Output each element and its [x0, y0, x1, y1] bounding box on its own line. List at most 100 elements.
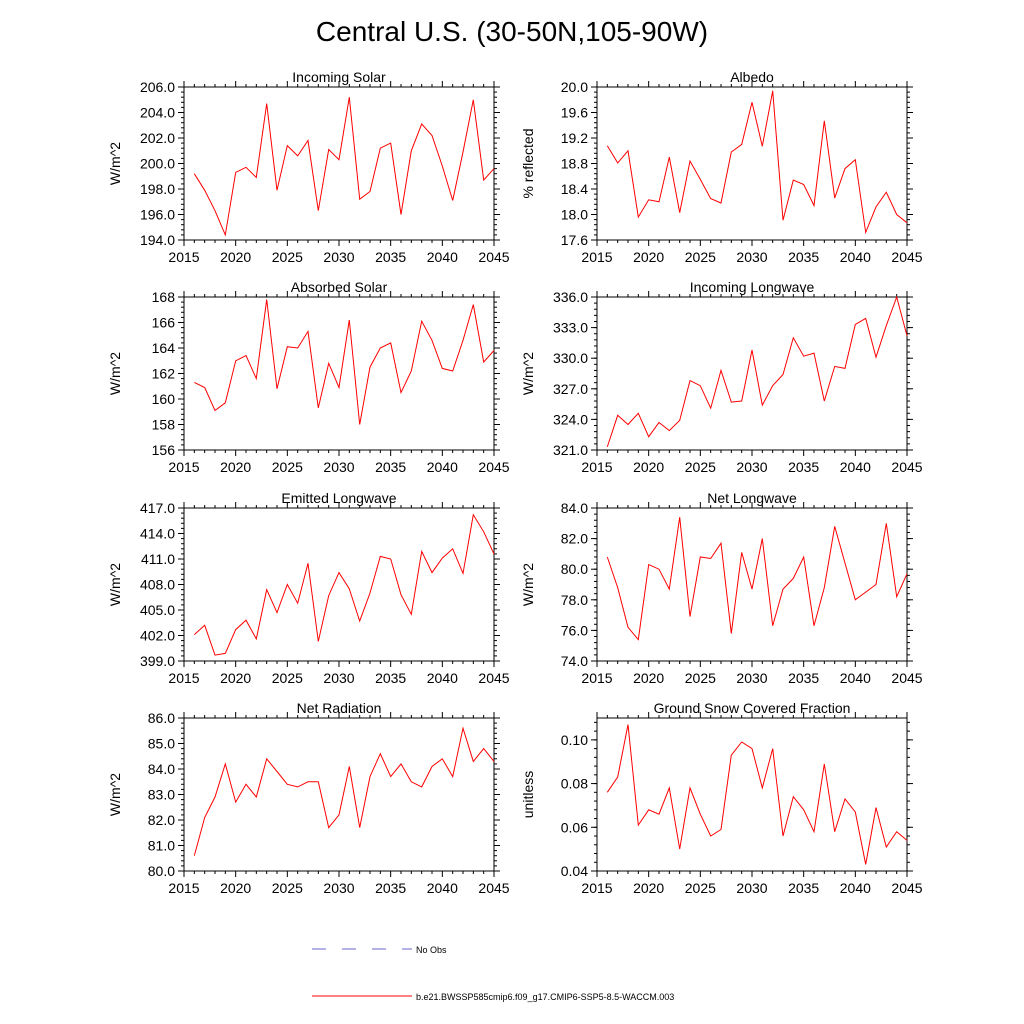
plot-frame [183, 296, 495, 451]
x-tick-label: 2025 [272, 880, 303, 896]
plot-frame [596, 507, 908, 662]
legend: No Obs b.e21.BWSSP585cmip6.f09_g17.CMIP6… [312, 945, 674, 1002]
y-tick-label: 166 [152, 315, 176, 331]
y-tick-label: 202.0 [140, 130, 175, 146]
y-tick-label: 19.6 [561, 105, 588, 121]
series-line [194, 299, 495, 425]
y-tick-label: 200.0 [140, 156, 175, 172]
y-tick-label: 78.0 [561, 592, 588, 608]
y-tick-label: 336.0 [553, 289, 588, 305]
y-tick-label: 76.0 [561, 622, 588, 638]
series-line [606, 517, 908, 641]
x-tick-label: 2020 [633, 249, 664, 265]
y-tick-label: 196.0 [140, 207, 175, 223]
y-tick-label: 156 [152, 442, 176, 458]
chart-title: Emitted Longwave [281, 490, 396, 506]
y-tick-label: 168 [152, 289, 176, 305]
plot-frame [183, 507, 495, 662]
y-tick-label: 405.0 [140, 602, 175, 618]
x-tick-label: 2030 [736, 670, 767, 686]
chart-net-radiation: Net Radiation W/m^2 80.0 81.0 82.0 83.0 84.0 85… [107, 700, 510, 896]
series-line [606, 724, 908, 865]
series-line [606, 90, 908, 235]
plot-frame [183, 86, 495, 241]
y-tick-label: 402.0 [140, 628, 175, 644]
y-tick-label: 84.0 [148, 761, 175, 777]
x-tick-label: 2030 [736, 459, 767, 475]
chart-ground-snow-covered-fraction: Ground Snow Covered Fraction unitless 0.04… [520, 700, 923, 896]
y-tick-label: 204.0 [140, 105, 175, 121]
y-tick-label: 80.0 [148, 863, 175, 879]
x-tick-label: 2040 [840, 880, 871, 896]
y-tick-label: 84.0 [561, 500, 588, 516]
x-tick-label: 2035 [788, 880, 819, 896]
x-tick-label: 2015 [581, 880, 612, 896]
x-tick-label: 2015 [168, 249, 199, 265]
plot-frame [183, 717, 495, 872]
y-tick-label: 158 [152, 417, 176, 433]
y-tick-label: 19.2 [561, 130, 588, 146]
x-tick-label: 2045 [891, 880, 922, 896]
chart-net-longwave: Net Longwave W/m^2 74.0 76.0 78.0 80.0 82.0 84.… [520, 490, 923, 686]
x-tick-label: 2035 [788, 670, 819, 686]
x-tick-label: 2025 [685, 670, 716, 686]
y-tick-label: 20.0 [561, 79, 588, 95]
x-tick-label: 2035 [375, 249, 406, 265]
x-tick-label: 2045 [478, 249, 509, 265]
y-tick-label: 74.0 [561, 653, 588, 669]
y-tick-label: 86.0 [148, 710, 175, 726]
y-tick-label: 162 [152, 366, 176, 382]
y-axis-label: W/m^2 [107, 563, 123, 606]
chart-title: Net Radiation [297, 700, 382, 716]
chart-albedo: Albedo % reflected 17.6 18.0 18.4 18.8 19.2 19.… [520, 69, 923, 265]
y-tick-label: 82.0 [561, 531, 588, 547]
x-tick-label: 2020 [220, 249, 251, 265]
y-axis-label: % reflected [520, 128, 536, 198]
x-tick-label: 2030 [323, 880, 354, 896]
x-tick-label: 2015 [168, 459, 199, 475]
chart-absorbed-solar: Absorbed Solar W/m^2 156 158 160 162 164 166 168… [107, 279, 510, 475]
y-tick-label: 82.0 [148, 812, 175, 828]
y-tick-label: 0.10 [561, 732, 588, 748]
y-tick-label: 198.0 [140, 181, 175, 197]
x-tick-label: 2040 [840, 249, 871, 265]
chart-title: Incoming Longwave [690, 279, 815, 295]
y-tick-label: 417.0 [140, 500, 175, 516]
y-tick-label: 160 [152, 391, 176, 407]
legend-model-label: b.e21.BWSSP585cmip6.f09_g17.CMIP6-SSP5-8… [416, 992, 674, 1002]
x-tick-label: 2025 [272, 670, 303, 686]
x-tick-label: 2015 [168, 880, 199, 896]
y-tick-label: 83.0 [148, 787, 175, 803]
x-tick-label: 2040 [840, 459, 871, 475]
plot-frame [596, 296, 908, 451]
x-tick-label: 2030 [736, 249, 767, 265]
y-axis-label: W/m^2 [520, 352, 536, 395]
x-tick-label: 2025 [685, 459, 716, 475]
y-tick-label: 18.4 [561, 181, 588, 197]
y-axis-label: W/m^2 [520, 563, 536, 606]
y-tick-label: 399.0 [140, 653, 175, 669]
y-tick-label: 411.0 [141, 551, 175, 567]
x-tick-label: 2020 [220, 459, 251, 475]
x-tick-label: 2030 [323, 670, 354, 686]
x-tick-label: 2035 [375, 670, 406, 686]
x-tick-label: 2035 [788, 459, 819, 475]
x-tick-label: 2045 [478, 459, 509, 475]
panels: Incoming Solar W/m^2 194.0 196.0 198.0 200.0 2… [107, 69, 923, 896]
y-axis-label: W/m^2 [107, 142, 123, 185]
chart-incoming-solar: Incoming Solar W/m^2 194.0 196.0 198.0 200.0 2… [107, 69, 510, 265]
chart-title: Net Longwave [707, 490, 797, 506]
x-tick-label: 2045 [891, 459, 922, 475]
x-tick-label: 2040 [840, 670, 871, 686]
x-tick-label: 2030 [323, 459, 354, 475]
chart-emitted-longwave: Emitted Longwave W/m^2 399.0 402.0 405.0 408.… [107, 490, 510, 686]
x-tick-label: 2040 [427, 249, 458, 265]
y-tick-label: 408.0 [140, 577, 175, 593]
x-tick-label: 2045 [891, 670, 922, 686]
plot-frame [596, 717, 908, 872]
y-tick-label: 333.0 [553, 320, 588, 336]
x-tick-label: 2045 [478, 880, 509, 896]
y-tick-label: 324.0 [553, 411, 588, 427]
x-tick-label: 2025 [272, 249, 303, 265]
